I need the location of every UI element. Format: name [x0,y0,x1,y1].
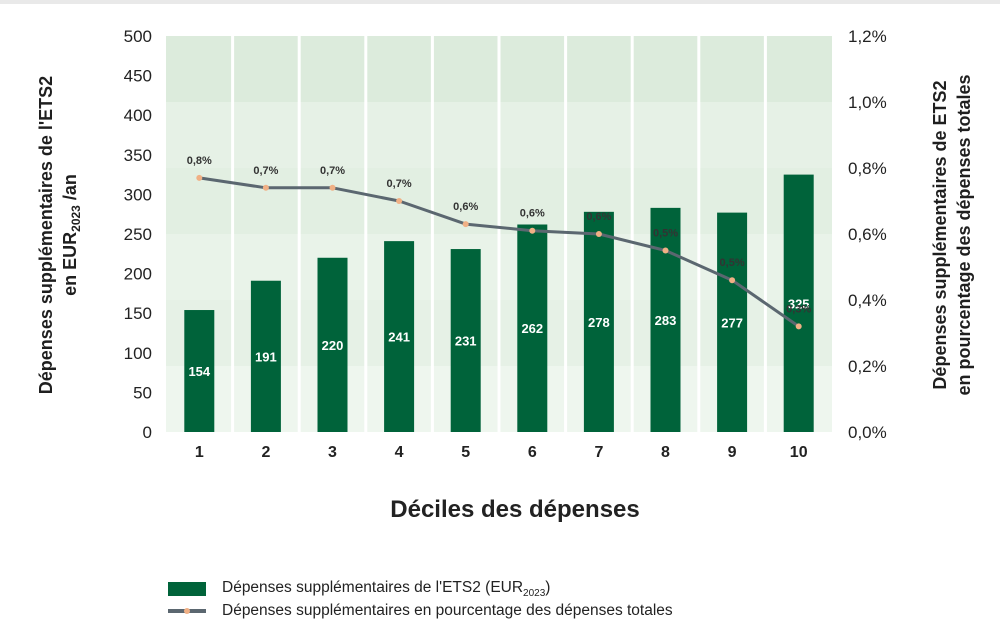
right-tick-label: 0,2% [848,357,887,376]
percentage-label: 0,6% [520,208,545,220]
bar-value-label: 262 [521,321,543,336]
x-tick-label: 3 [328,444,337,461]
x-tick-label: 1 [195,444,204,461]
left-tick-label: 300 [124,185,152,204]
left-tick-label: 0 [143,423,152,442]
percentage-label: 0,6% [453,201,478,213]
bar [583,211,614,432]
x-tick-label: 9 [728,444,737,461]
percentage-label: 0,5% [653,228,678,240]
bar-value-label: 241 [388,330,410,345]
right-tick-label: 1,0% [848,93,887,112]
bar [384,241,415,432]
right-tick-label: 0,8% [848,159,887,178]
top-border [0,0,1000,4]
legend-item-line: Dépenses supplémentaires en pourcentage … [168,600,673,622]
left-tick-label: 350 [124,146,152,165]
bar-value-label: 220 [322,338,344,353]
vertical-gridlines [231,36,767,432]
left-tick-label: 150 [124,304,152,323]
left-tick-label: 400 [124,106,152,125]
line-marker [196,174,203,181]
bar [250,280,281,432]
percentage-line: 0,8% 0,7% 0,7% 0,7% 0,6% 0,6% 0,6% 0,5% 0,5% 0,3% [187,155,811,330]
x-tick-label: 8 [661,444,670,461]
legend-line-label: Dépenses supplémentaires en pourcentage … [222,602,673,619]
bar-value-label: 231 [455,334,477,349]
left-tick-label: 200 [124,265,152,284]
bar-value-label: 191 [255,349,277,364]
x-axis-ticks: 1 2 3 4 5 6 7 8 9 10 [195,444,808,461]
bar [317,257,348,432]
bar-value-label: 154 [188,364,210,379]
x-tick-label: 10 [790,444,808,461]
percentage-label: 0,8% [187,155,212,167]
bar [783,174,814,432]
line-marker [462,221,469,228]
line-marker [396,198,403,204]
left-tick-label: 500 [124,27,152,46]
right-tick-label: 1,2% [848,27,887,46]
left-axis-ticks: 0 50 100 150 200 250 300 350 400 450 500 [124,27,152,442]
left-axis-title-line1: Dépenses supplémentaires de l'ETS2 [36,76,56,394]
x-tick-label: 4 [395,444,404,461]
x-tick-label: 5 [461,444,470,461]
line-marker [262,184,269,191]
legend: Dépenses supplémentaires de l'ETS2 (EUR2… [168,578,673,622]
bar-value-label: 277 [721,315,743,330]
legend-bar-label: Dépenses supplémentaires de l'ETS2 (EUR2… [222,578,551,600]
legend-line-swatch [168,604,206,618]
x-tick-label: 6 [528,444,537,461]
bar-value-label: 283 [655,313,677,328]
right-axis-title-line2: en pourcentage des dépenses totales [954,74,974,395]
right-axis-title-line1: Dépenses supplémentaires de ETS2 [930,80,950,389]
percentage-line-path [199,176,800,328]
left-tick-label: 100 [124,344,152,363]
legend-bar-swatch [168,582,206,596]
bar [650,207,681,432]
line-marker [329,184,336,191]
left-tick-label: 250 [124,225,152,244]
bar [184,310,215,432]
right-tick-label: 0,6% [848,225,887,244]
percentage-label: 0,5% [720,257,745,269]
right-axis-ticks: 0,0% 0,2% 0,4% 0,6% 0,8% 1,0% 1,2% [848,27,887,442]
left-axis-title-line2: en EUR2023 /an [60,174,83,296]
bar-value-label: 325 [788,296,810,311]
x-axis-title: Déciles des dépenses [390,496,639,523]
bar [450,249,481,432]
line-marker [662,247,669,254]
line-marker [729,277,736,284]
right-tick-label: 0,0% [848,423,887,442]
bar [517,224,548,432]
line-marker [595,231,602,237]
percentage-label: 0,3% [786,303,811,315]
left-tick-label: 50 [133,383,152,402]
x-tick-label: 7 [594,444,603,461]
x-tick-label: 2 [261,444,270,461]
line-marker [529,227,536,234]
percentage-label: 0,7% [320,165,345,177]
right-tick-label: 0,4% [848,291,887,310]
bars [184,174,814,432]
bar [717,212,748,432]
legend-item-bars: Dépenses supplémentaires de l'ETS2 (EUR2… [168,578,673,600]
bar-labels: 154 191 220 241 231 262 278 283 277 325 [188,296,809,379]
bar-value-label: 278 [588,315,610,330]
percentage-label: 0,6% [586,211,611,223]
left-tick-label: 450 [124,67,152,86]
percentage-label: 0,7% [387,178,412,190]
percentage-label: 0,7% [253,165,278,177]
line-marker [795,323,802,330]
